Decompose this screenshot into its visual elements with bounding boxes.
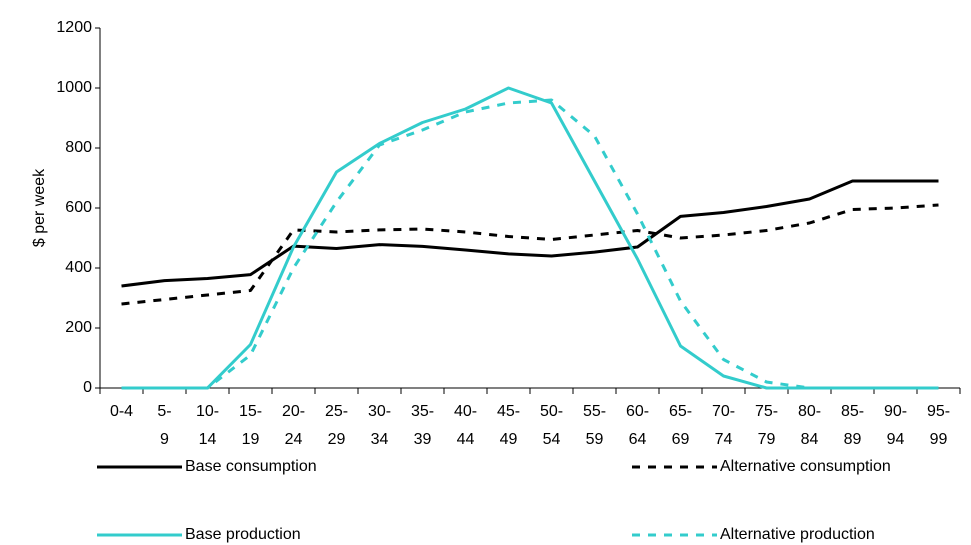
x-tick-label: 65-69: [669, 403, 692, 448]
y-tick-label: 1000: [56, 79, 92, 96]
x-tick-label: 20-24: [282, 403, 305, 448]
x-tick-label: 0-4: [110, 403, 133, 420]
y-tick-label: 600: [65, 199, 92, 216]
x-tick-label: 50-54: [540, 403, 563, 448]
y-tick-label: 1200: [56, 19, 92, 36]
series-line: [121, 86, 939, 390]
legend-label: Alternative production: [720, 526, 875, 543]
y-tick-label: 0: [83, 379, 92, 396]
x-tick-label: 5-9: [157, 403, 171, 448]
x-tick-label: 80-84: [798, 403, 821, 448]
x-tick-label: 95-99: [927, 403, 950, 448]
x-tick-label: 55-59: [583, 403, 606, 448]
x-tick-label: 30-34: [368, 403, 391, 448]
x-tick-label: 10-14: [196, 403, 219, 448]
x-tick-label: 40-44: [454, 403, 477, 448]
y-tick-label: 400: [65, 259, 92, 276]
series-line: [121, 179, 939, 288]
y-tick-label: 200: [65, 319, 92, 336]
x-tick-label: 90-94: [884, 403, 907, 448]
x-tick-label: 70-74: [712, 403, 735, 448]
x-tick-label: 35-39: [411, 403, 434, 448]
y-tick-label: 800: [65, 139, 92, 156]
x-tick-label: 45-49: [497, 403, 520, 448]
x-tick-label: 75-79: [755, 403, 778, 448]
x-tick-label: 25-29: [325, 403, 348, 448]
legend-label: Alternative consumption: [720, 458, 891, 475]
legend-label: Base production: [185, 526, 301, 543]
x-tick-label: 15-19: [239, 403, 262, 448]
y-axis-label: $ per week: [31, 168, 48, 247]
x-tick-label: 60-64: [626, 403, 649, 448]
legend-label: Base consumption: [185, 458, 317, 475]
series-line: [121, 98, 939, 390]
x-tick-label: 85-89: [841, 403, 864, 448]
